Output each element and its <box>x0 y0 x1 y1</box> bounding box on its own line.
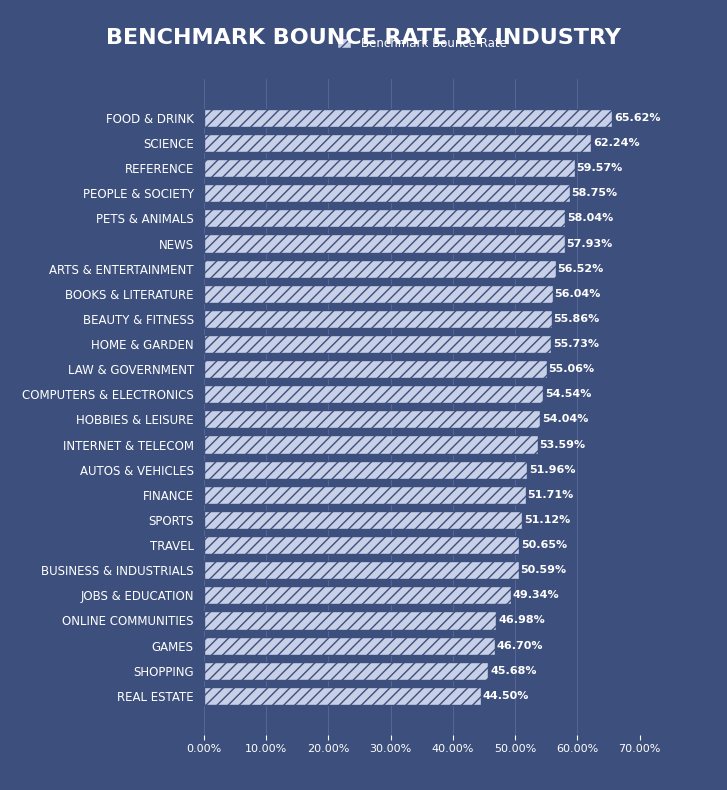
Bar <box>204 209 565 228</box>
Text: 55.06%: 55.06% <box>549 364 595 374</box>
Text: 56.04%: 56.04% <box>555 289 601 299</box>
Text: 58.04%: 58.04% <box>567 213 614 224</box>
Text: 49.34%: 49.34% <box>513 590 560 600</box>
Bar <box>204 235 565 253</box>
Text: 56.52%: 56.52% <box>558 264 604 273</box>
Text: 50.65%: 50.65% <box>521 540 567 550</box>
Bar <box>204 310 552 328</box>
Bar <box>204 536 519 554</box>
Text: 59.57%: 59.57% <box>577 163 623 173</box>
Bar <box>204 134 591 152</box>
Bar <box>204 184 570 202</box>
Bar <box>204 435 537 453</box>
Text: 51.12%: 51.12% <box>524 515 570 525</box>
Text: 55.73%: 55.73% <box>553 339 599 349</box>
Bar <box>204 284 553 303</box>
Text: 46.70%: 46.70% <box>497 641 543 651</box>
Text: 50.59%: 50.59% <box>521 565 567 575</box>
Bar <box>204 662 489 679</box>
Legend: Benchmark Bounce Rate: Benchmark Bounce Rate <box>332 32 511 55</box>
Text: BENCHMARK BOUNCE RATE BY INDUSTRY: BENCHMARK BOUNCE RATE BY INDUSTRY <box>106 28 621 47</box>
Bar <box>204 611 497 630</box>
Text: 54.54%: 54.54% <box>545 389 592 399</box>
Text: 54.04%: 54.04% <box>542 415 589 424</box>
Text: 57.93%: 57.93% <box>566 239 613 249</box>
Bar <box>204 159 575 177</box>
Bar <box>204 486 526 504</box>
Text: 45.68%: 45.68% <box>490 666 537 675</box>
Bar <box>204 260 555 277</box>
Bar <box>204 687 481 705</box>
Text: 51.71%: 51.71% <box>528 490 574 500</box>
Text: 55.86%: 55.86% <box>553 314 600 324</box>
Bar <box>204 386 543 404</box>
Text: 65.62%: 65.62% <box>614 113 661 123</box>
Text: 58.75%: 58.75% <box>571 188 618 198</box>
Bar <box>204 561 519 579</box>
Bar <box>204 335 551 353</box>
Bar <box>204 637 494 655</box>
Bar <box>204 586 511 604</box>
Text: 62.24%: 62.24% <box>593 138 640 148</box>
Bar <box>204 360 547 378</box>
Bar <box>204 410 540 428</box>
Text: 53.59%: 53.59% <box>539 439 585 450</box>
Bar <box>204 109 612 127</box>
Text: 44.50%: 44.50% <box>483 690 529 701</box>
Text: 46.98%: 46.98% <box>498 615 545 626</box>
Text: 51.96%: 51.96% <box>529 465 576 475</box>
Bar <box>204 461 527 479</box>
Bar <box>204 511 522 529</box>
